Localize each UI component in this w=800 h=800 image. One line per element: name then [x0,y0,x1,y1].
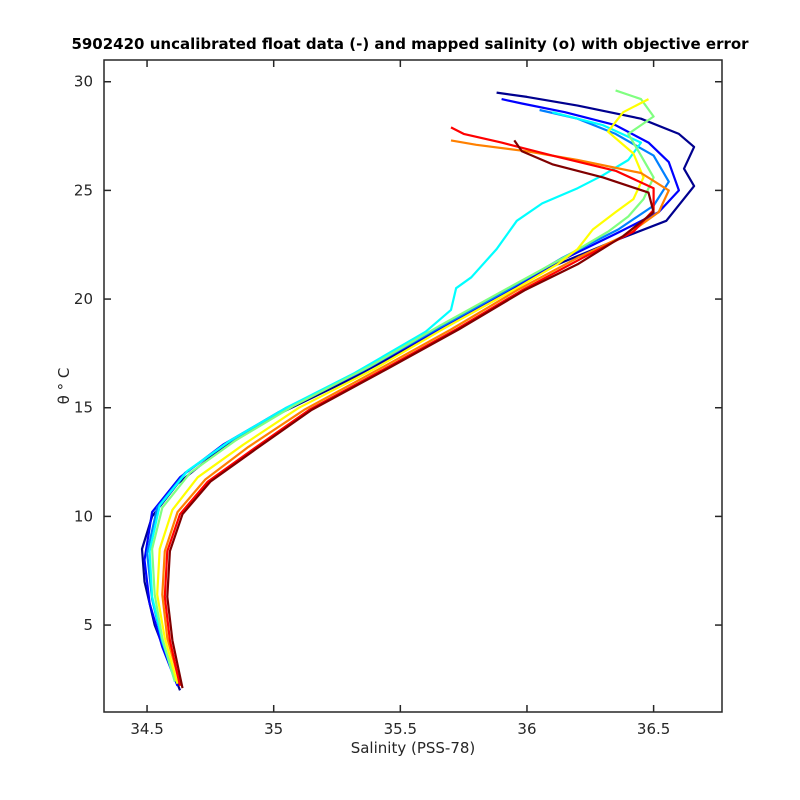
y-axis-label: θ ° C [55,368,73,405]
x-tick-label: 36 [517,720,536,738]
series-line-8 [166,139,655,689]
series-line-4 [151,89,655,682]
chart-title: 5902420 uncalibrated float data (-) and … [71,35,749,53]
series-line-7 [163,126,655,687]
series-line-6 [161,139,670,684]
series-line-2 [146,108,670,685]
y-tick-label: 30 [74,73,93,91]
series-line-1 [143,98,681,687]
y-tick-label: 10 [74,507,93,525]
x-tick-label: 35 [264,720,283,738]
x-tick-label: 36.5 [637,720,670,738]
y-tick-label: 15 [74,399,93,417]
y-tick-label: 20 [74,290,93,308]
y-tick-label: 25 [74,181,93,199]
ticks-layer: 34.5 35 35.5 36 36.5 5 10 15 20 25 30 [74,60,722,738]
x-tick-label: 34.5 [130,720,163,738]
x-axis-label: Salinity (PSS-78) [351,739,476,757]
y-tick-label: 5 [83,616,93,634]
plot-frame [103,59,723,713]
x-tick-label: 35.5 [384,720,417,738]
series-layer [140,89,696,691]
series-line-5 [156,98,650,684]
